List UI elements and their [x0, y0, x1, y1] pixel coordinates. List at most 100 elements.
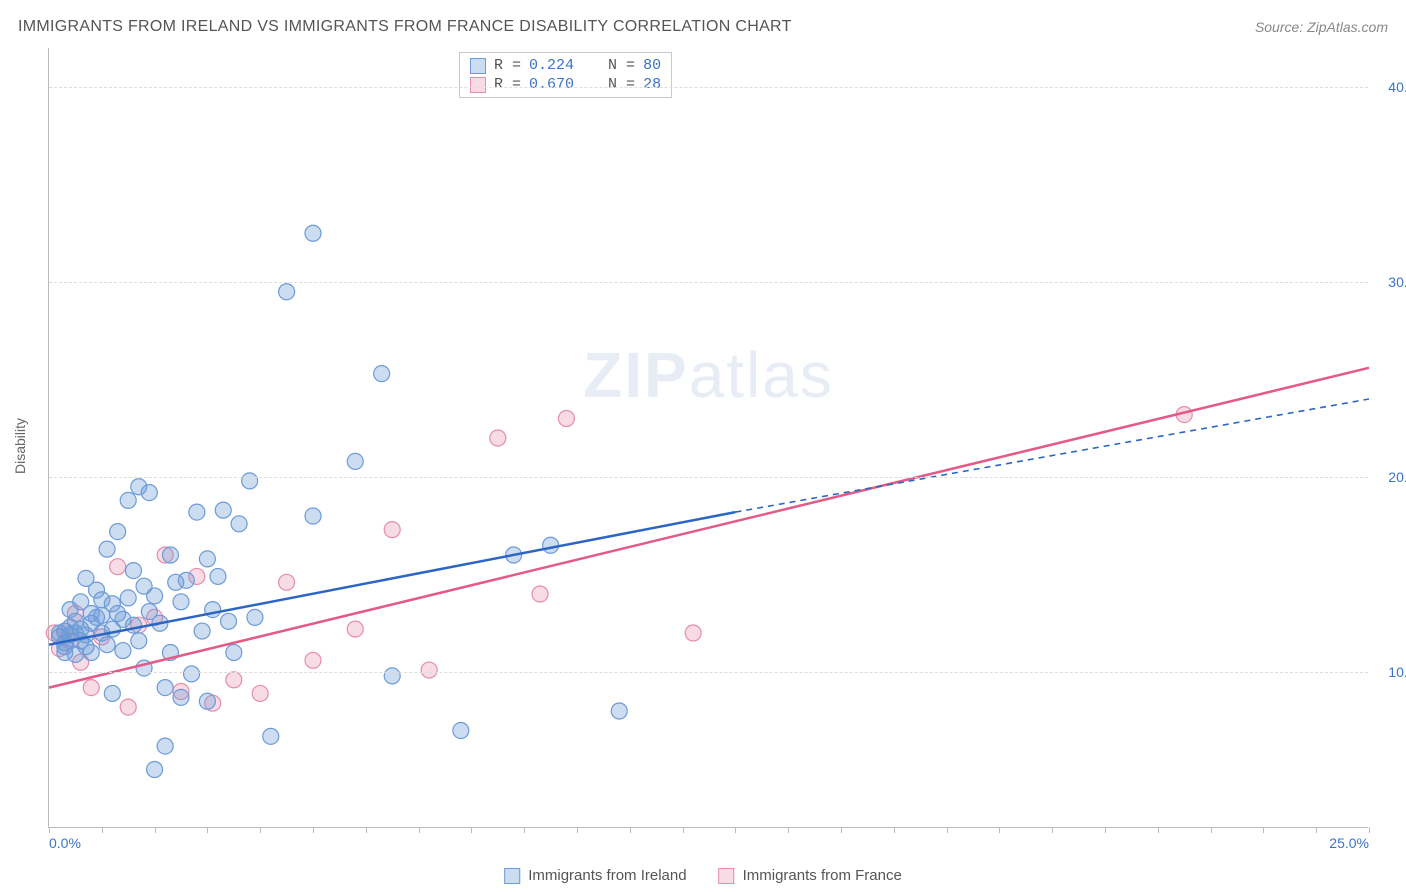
x-tick-mark: [1211, 827, 1212, 833]
x-tick-mark: [683, 827, 684, 833]
data-point: [242, 473, 258, 489]
data-point: [374, 366, 390, 382]
swatch-series1: [504, 868, 520, 884]
gridline: [49, 282, 1368, 283]
y-tick-label: 30.0%: [1373, 274, 1406, 290]
legend-stats-row: R = 0.670 N = 28: [470, 76, 661, 93]
data-point: [173, 689, 189, 705]
gridline: [49, 87, 1368, 88]
data-point: [247, 609, 263, 625]
x-tick-label: 25.0%: [1329, 835, 1369, 851]
legend-item: Immigrants from Ireland: [504, 867, 686, 884]
x-tick-mark: [1316, 827, 1317, 833]
x-tick-mark: [1105, 827, 1106, 833]
data-point: [125, 563, 141, 579]
data-point: [83, 680, 99, 696]
data-point: [110, 524, 126, 540]
data-point: [147, 588, 163, 604]
data-point: [384, 522, 400, 538]
gridline: [49, 672, 1368, 673]
legend-stats: R = 0.224 N = 80 R = 0.670 N = 28: [459, 52, 672, 98]
data-point: [215, 502, 231, 518]
legend-label: Immigrants from Ireland: [528, 867, 686, 884]
x-tick-mark: [207, 827, 208, 833]
x-tick-mark: [1369, 827, 1370, 833]
data-point: [110, 559, 126, 575]
data-point: [199, 693, 215, 709]
legend-label: Immigrants from France: [743, 867, 902, 884]
data-point: [189, 504, 205, 520]
data-point: [120, 699, 136, 715]
x-tick-mark: [524, 827, 525, 833]
data-point: [347, 621, 363, 637]
data-point: [83, 645, 99, 661]
chart-title: IMMIGRANTS FROM IRELAND VS IMMIGRANTS FR…: [18, 18, 792, 36]
y-tick-label: 10.0%: [1373, 664, 1406, 680]
data-point: [141, 485, 157, 501]
data-point: [543, 537, 559, 553]
x-tick-mark: [1263, 827, 1264, 833]
data-point: [532, 586, 548, 602]
x-tick-mark: [1158, 827, 1159, 833]
x-tick-mark: [577, 827, 578, 833]
data-point: [226, 645, 242, 661]
data-point: [147, 762, 163, 778]
data-point: [120, 492, 136, 508]
y-axis-label: Disability: [12, 418, 28, 474]
x-tick-mark: [260, 827, 261, 833]
regression-line-ireland-extrapolated: [735, 399, 1369, 512]
legend-item: Immigrants from France: [719, 867, 902, 884]
legend-stats-row: R = 0.224 N = 80: [470, 57, 661, 74]
data-point: [157, 738, 173, 754]
x-tick-mark: [102, 827, 103, 833]
data-point: [611, 703, 627, 719]
x-tick-mark: [313, 827, 314, 833]
data-point: [558, 411, 574, 427]
x-tick-mark: [788, 827, 789, 833]
x-tick-mark: [471, 827, 472, 833]
x-tick-mark: [947, 827, 948, 833]
data-point: [162, 547, 178, 563]
data-point: [157, 680, 173, 696]
x-tick-mark: [630, 827, 631, 833]
bottom-legend: Immigrants from Ireland Immigrants from …: [504, 867, 902, 884]
swatch-series2: [470, 77, 486, 93]
x-tick-mark: [894, 827, 895, 833]
data-point: [194, 623, 210, 639]
data-point: [199, 551, 215, 567]
gridline: [49, 477, 1368, 478]
data-point: [125, 617, 141, 633]
x-tick-mark: [735, 827, 736, 833]
y-tick-label: 20.0%: [1373, 469, 1406, 485]
data-point: [305, 508, 321, 524]
x-tick-mark: [155, 827, 156, 833]
data-point: [173, 594, 189, 610]
x-tick-mark: [49, 827, 50, 833]
x-tick-mark: [366, 827, 367, 833]
swatch-series2: [719, 868, 735, 884]
y-tick-label: 40.0%: [1373, 79, 1406, 95]
title-bar: IMMIGRANTS FROM IRELAND VS IMMIGRANTS FR…: [18, 18, 1388, 36]
x-tick-label: 0.0%: [49, 835, 81, 851]
data-point: [99, 637, 115, 653]
data-point: [184, 666, 200, 682]
data-point: [453, 723, 469, 739]
data-point: [178, 572, 194, 588]
x-tick-mark: [419, 827, 420, 833]
data-point: [347, 453, 363, 469]
data-point: [221, 613, 237, 629]
plot-svg: [49, 48, 1368, 827]
data-point: [263, 728, 279, 744]
data-point: [279, 284, 295, 300]
x-tick-mark: [1052, 827, 1053, 833]
data-point: [685, 625, 701, 641]
data-point: [490, 430, 506, 446]
regression-line-france: [49, 368, 1369, 688]
data-point: [421, 662, 437, 678]
data-point: [305, 225, 321, 241]
data-point: [210, 568, 226, 584]
data-point: [99, 541, 115, 557]
x-tick-mark: [999, 827, 1000, 833]
data-point: [226, 672, 242, 688]
x-tick-mark: [841, 827, 842, 833]
